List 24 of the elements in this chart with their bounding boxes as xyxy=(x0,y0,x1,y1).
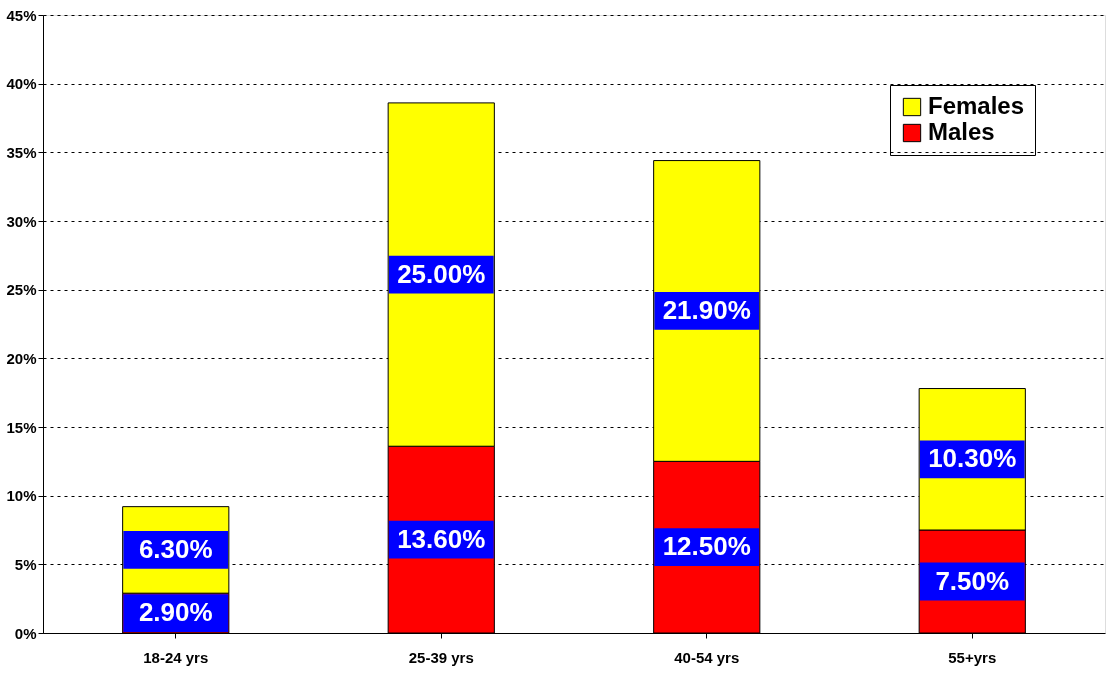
data-label: 12.50% xyxy=(662,531,751,562)
y-tick-label: 40% xyxy=(6,75,37,93)
y-tick-label: 10% xyxy=(6,487,37,505)
x-tick-label: 40-54 yrs xyxy=(674,648,740,666)
y-tick-label: 20% xyxy=(6,349,37,367)
data-label: 6.30% xyxy=(138,533,213,564)
y-tick-label: 35% xyxy=(6,143,37,161)
legend-label: Females xyxy=(928,92,1025,119)
y-tick-label: 0% xyxy=(14,624,37,642)
data-label: 7.50% xyxy=(935,565,1010,596)
data-label: 13.60% xyxy=(397,523,486,554)
y-tick-label: 45% xyxy=(6,6,37,24)
x-tick-label: 18-24 yrs xyxy=(143,648,209,666)
data-label: 10.30% xyxy=(928,443,1017,474)
y-tick-label: 30% xyxy=(6,212,37,230)
y-tick-label: 15% xyxy=(6,418,37,436)
x-tick-label: 55+yrs xyxy=(948,648,997,666)
y-tick-label: 25% xyxy=(6,281,37,299)
data-label: 25.00% xyxy=(397,258,486,289)
data-label: 2.90% xyxy=(138,597,213,628)
legend-label: Males xyxy=(928,118,995,145)
data-label: 21.90% xyxy=(662,294,751,325)
x-tick-label: 25-39 yrs xyxy=(408,648,474,666)
y-tick-label: 5% xyxy=(14,555,37,573)
